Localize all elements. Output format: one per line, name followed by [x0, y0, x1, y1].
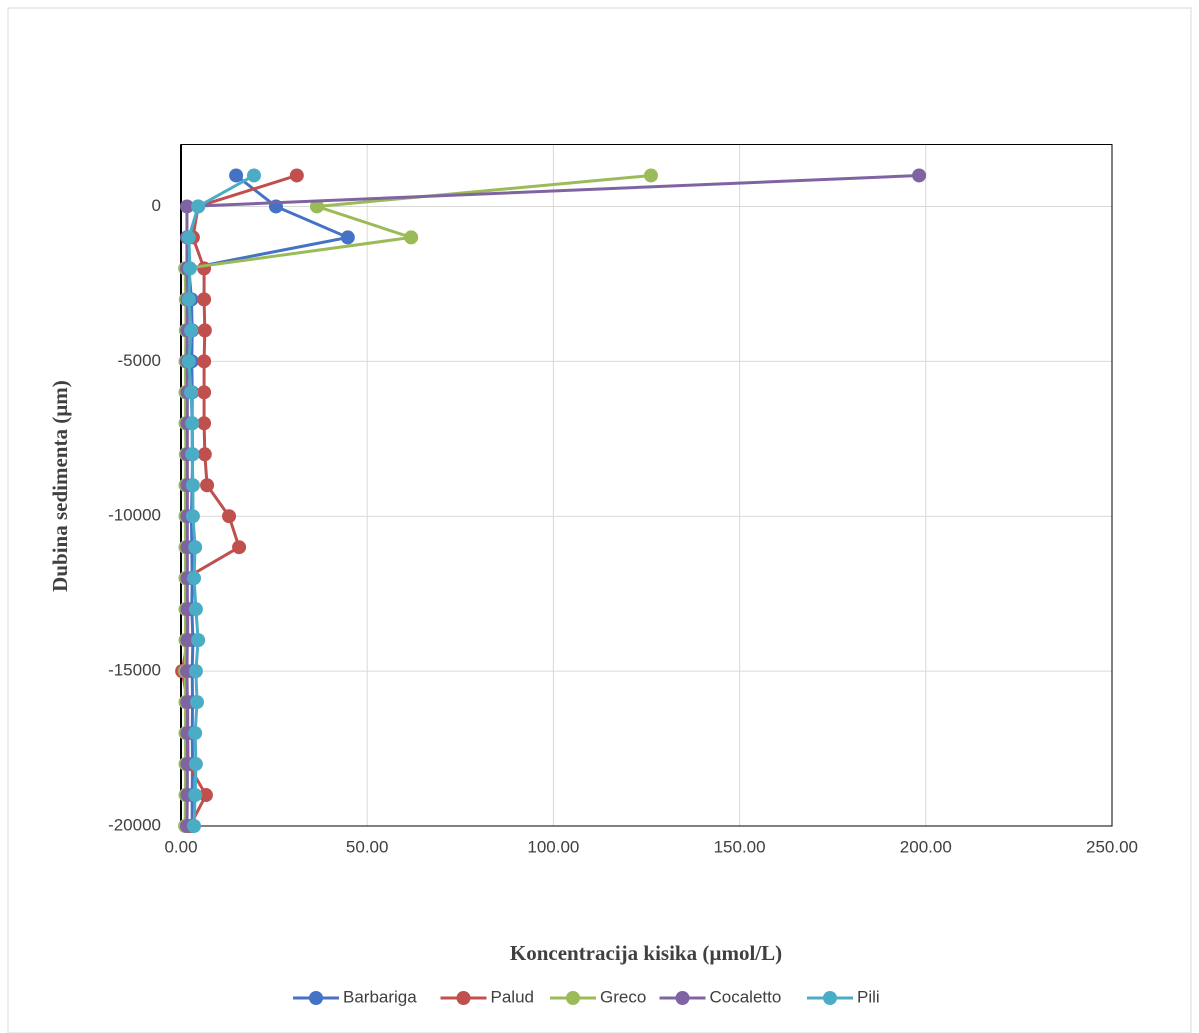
- legend-marker: [456, 991, 471, 1005]
- legend-marker: [823, 991, 837, 1005]
- data-point: [185, 509, 200, 524]
- x-tick-label: 50.00: [346, 837, 389, 856]
- data-point: [232, 540, 247, 555]
- data-point: [184, 323, 199, 338]
- data-point: [197, 323, 212, 338]
- y-tick-label: -5000: [118, 351, 161, 370]
- legend-label: Barbariga: [343, 987, 417, 1006]
- legend-marker: [675, 991, 690, 1005]
- legend-marker: [566, 991, 580, 1005]
- data-point: [188, 726, 203, 741]
- data-point: [191, 199, 206, 214]
- data-point: [187, 571, 202, 586]
- data-point: [180, 695, 195, 710]
- data-point: [246, 168, 261, 183]
- data-point: [197, 447, 212, 462]
- data-point: [197, 416, 212, 431]
- legend-label: Greco: [600, 987, 646, 1006]
- data-point: [197, 354, 212, 369]
- data-point: [197, 292, 212, 307]
- data-point: [185, 478, 200, 493]
- data-point: [185, 416, 200, 431]
- data-point: [912, 168, 927, 183]
- data-point: [309, 199, 324, 214]
- legend-label: Pili: [857, 987, 880, 1006]
- data-point: [181, 230, 196, 245]
- y-tick-label: 0: [152, 196, 161, 215]
- data-point: [191, 633, 206, 648]
- x-axis-label: Koncentracija kisika (µmol/L): [510, 941, 782, 965]
- data-point: [197, 261, 212, 276]
- legend-marker: [309, 991, 323, 1005]
- series-line: [183, 173, 652, 827]
- data-point: [181, 292, 196, 307]
- x-tick-label: 0.00: [164, 837, 197, 856]
- data-point: [188, 757, 203, 772]
- data-point: [200, 478, 215, 493]
- data-point: [180, 633, 195, 648]
- data-point: [643, 168, 658, 183]
- data-point: [182, 261, 197, 276]
- y-axis-label: Dubina sedimenta (µm): [48, 380, 72, 592]
- y-tick-label: -15000: [108, 661, 161, 680]
- y-tick-label: -10000: [108, 506, 161, 525]
- data-point: [188, 664, 203, 679]
- series-line: [187, 174, 255, 827]
- data-point: [190, 695, 205, 710]
- data-point: [197, 385, 212, 400]
- data-point: [289, 168, 304, 183]
- x-tick-label: 100.00: [527, 837, 579, 856]
- data-point: [187, 819, 202, 833]
- data-point: [404, 230, 419, 245]
- x-tick-label: 150.00: [714, 837, 766, 856]
- y-tick-label: -20000: [108, 815, 161, 834]
- data-point: [198, 788, 213, 803]
- data-point: [222, 509, 237, 524]
- x-tick-label: 200.00: [900, 837, 952, 856]
- data-point: [185, 447, 200, 462]
- legend-label: Palud: [491, 987, 534, 1006]
- data-point: [179, 199, 194, 214]
- data-point: [184, 385, 199, 400]
- data-point: [188, 540, 203, 555]
- data-point: [181, 354, 196, 369]
- data-point: [188, 602, 203, 617]
- data-point: [188, 788, 203, 803]
- series-line: [185, 173, 920, 827]
- data-point: [229, 168, 244, 183]
- data-point: [340, 230, 355, 245]
- legend-label: Cocaletto: [710, 987, 782, 1006]
- x-tick-label: 250.00: [1086, 837, 1138, 856]
